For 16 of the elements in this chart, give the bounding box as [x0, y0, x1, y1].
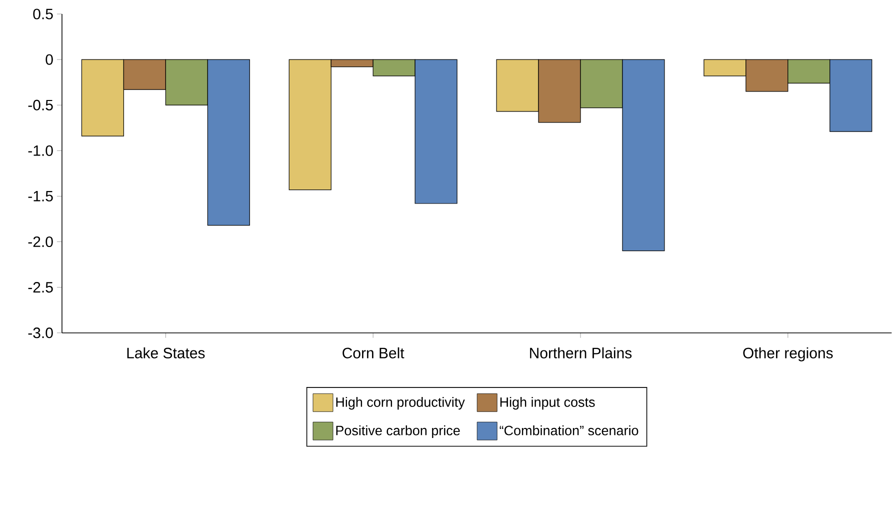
legend-label: Positive carbon price: [336, 426, 460, 438]
legend-label: High corn productivity: [336, 397, 465, 410]
y-tick-label: -1.0: [28, 145, 53, 156]
y-tick-label: -1.5: [28, 191, 53, 202]
x-tick-label: Northern Plains: [530, 347, 632, 358]
legend-label: High input costs: [500, 397, 595, 410]
y-tick-label: -3.0: [28, 328, 53, 338]
x-tick-label: Lake States: [127, 347, 205, 358]
y-tick-label: -2.0: [28, 236, 53, 248]
x-tick-label: Other regions: [743, 347, 833, 362]
legend-label: “Combination” scenario: [500, 426, 638, 436]
x-tick-label: Corn Belt: [342, 347, 404, 358]
y-tick-label: 0.5: [33, 8, 53, 20]
y-tick-label: -0.5: [28, 100, 53, 111]
y-tick-label: -2.5: [28, 282, 53, 293]
y-tick-label: 0: [46, 54, 53, 65]
